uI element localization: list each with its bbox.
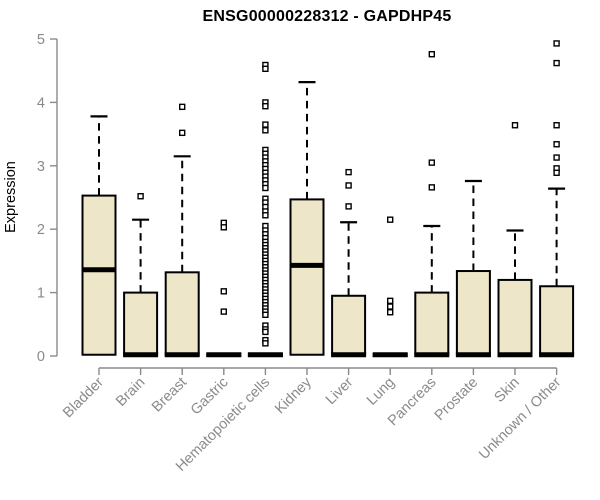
outlier-point [387, 309, 394, 316]
outlier-point [262, 212, 269, 219]
outlier-point [428, 51, 435, 58]
iqr-box [497, 278, 533, 356]
outlier-point [345, 203, 352, 210]
outlier-point [262, 121, 269, 128]
iqr-box [455, 270, 491, 356]
outlier-point [345, 182, 352, 189]
outlier-point [428, 184, 435, 191]
outlier-point [262, 127, 269, 134]
outlier-point [553, 154, 560, 161]
x-tick-label-brain: Brain [113, 375, 148, 410]
box-prostate [455, 179, 491, 358]
outlier-point [387, 297, 394, 305]
chart-title: ENSG00000228312 - GAPDHP45 [203, 8, 452, 25]
x-tick-label-lung: Lung [364, 375, 398, 409]
x-tick-label-skin: Skin [492, 375, 523, 406]
y-tick-label-3: 3 [37, 159, 45, 175]
x-tick-label-breast: Breast [149, 375, 190, 416]
outlier-point [262, 65, 269, 72]
outlier-point [262, 311, 269, 318]
box-skin [497, 122, 533, 358]
outlier-point [387, 303, 394, 310]
box-kidney [289, 81, 325, 356]
box-hematopoietic-cells [247, 61, 283, 358]
iqr-box [81, 194, 117, 356]
outlier-point [553, 40, 560, 47]
outlier-point [553, 141, 560, 148]
iqr-box [123, 291, 159, 356]
box-pancreas [414, 51, 450, 358]
outlier-point [262, 340, 269, 347]
outlier-point [262, 184, 269, 192]
outlier-point [553, 59, 560, 67]
x-tick-label-prostate: Prostate [432, 375, 481, 424]
outlier-point [553, 169, 560, 176]
outlier-point [178, 129, 186, 137]
box-liver [331, 168, 367, 358]
y-tick-label-4: 4 [37, 95, 45, 111]
outlier-point [262, 103, 269, 110]
iqr-box [289, 198, 325, 356]
outlier-point [428, 159, 435, 166]
box-bladder [81, 115, 117, 356]
y-axis-title: Expression [3, 161, 19, 233]
iqr-box [164, 271, 200, 356]
box-gastric [206, 219, 242, 358]
iqr-box [539, 285, 575, 356]
y-axis: 0 1 2 3 4 5 [37, 32, 58, 365]
box-breast [164, 103, 200, 358]
outlier-point [553, 122, 560, 129]
y-tick-label-0: 0 [37, 349, 45, 365]
outlier-point [137, 193, 144, 200]
outlier-point [220, 308, 228, 315]
outlier-point [262, 328, 269, 336]
box-lung [372, 216, 408, 358]
plot-area: 0 1 2 3 4 5 Bladder Brain BreastGastricHematopoi… [37, 32, 575, 475]
y-tick-label-2: 2 [37, 222, 45, 238]
outlier-point [387, 216, 394, 223]
x-tick-label-kidney: Kidney [272, 374, 315, 417]
y-tick-label-1: 1 [37, 286, 45, 302]
box-unknown-other [539, 40, 575, 358]
iqr-box [414, 291, 450, 356]
y-tick-label-5: 5 [37, 32, 45, 48]
x-tick-label-bladder: Bladder [60, 374, 107, 421]
box-brain [123, 193, 159, 358]
outlier-point [178, 103, 186, 111]
x-tick-label-liver: Liver [323, 374, 357, 408]
outlier-point [511, 122, 519, 129]
iqr-box [331, 294, 367, 356]
outlier-point [345, 168, 352, 176]
outlier-point [220, 224, 228, 231]
outlier-point [220, 288, 228, 295]
